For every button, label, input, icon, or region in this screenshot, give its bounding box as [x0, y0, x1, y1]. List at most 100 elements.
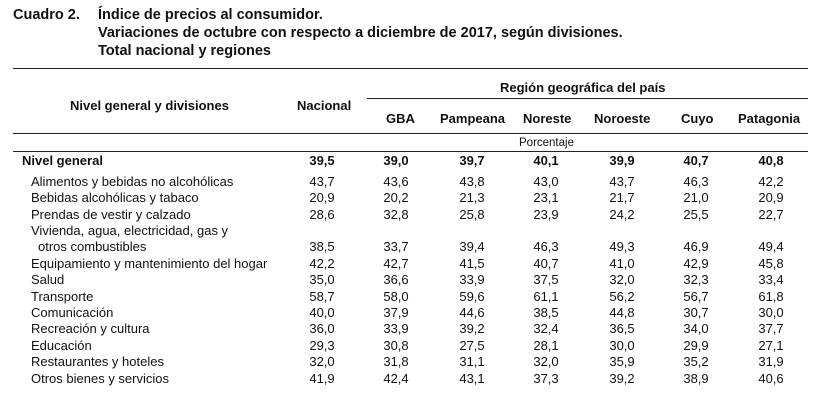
- cell-gba: 43,6: [383, 174, 409, 189]
- cell-nacional: 29,3: [309, 338, 335, 353]
- cell-gba: 37,9: [383, 305, 409, 320]
- header-nacional: Nacional: [297, 98, 352, 113]
- cell-noroeste: 35,9: [609, 354, 635, 369]
- cell-pampeana: 39,2: [459, 321, 485, 336]
- table-row: Educación 29,3 30,8 27,5 28,1 30,0 29,9 27,1: [0, 338, 820, 354]
- table-row: Equipamiento y mantenimiento del hogar 42…: [0, 256, 820, 272]
- cell-noreste: 40,7: [533, 256, 559, 271]
- cell-pampeana: 27,5: [459, 338, 485, 353]
- cell-noroeste: 44,8: [609, 305, 635, 320]
- cell-cuyo: 34,0: [683, 321, 709, 336]
- cell-cuyo: 30,7: [683, 305, 709, 320]
- cell-noroeste: 21,7: [609, 190, 635, 205]
- cell-cuyo: 32,3: [683, 272, 709, 287]
- cell-nacional: 32,0: [309, 354, 335, 369]
- region-group-rule: [367, 98, 808, 99]
- cell-pampeana: 41,5: [459, 256, 485, 271]
- cell-patagonia: 22,7: [758, 207, 784, 222]
- cell-noreste: 37,5: [533, 272, 559, 287]
- cell-gba: 31,8: [383, 354, 409, 369]
- header-region-noroeste: Noroeste: [594, 111, 651, 126]
- cell-noreste: 40,1: [533, 153, 559, 168]
- cell-pampeana: 59,6: [459, 289, 485, 304]
- table-caption: Cuadro 2. Índice de precios al consumido…: [13, 6, 803, 66]
- header-region-pampeana: Pampeana: [440, 111, 506, 126]
- cell-noreste: 61,1: [533, 289, 559, 304]
- cell-pampeana: 25,8: [459, 207, 485, 222]
- header-region-gba: GBA: [386, 111, 415, 126]
- table-row: Recreación y cultura 36,0 33,9 39,2 32,4 36,5…: [0, 321, 820, 337]
- cell-noroeste: 49,3: [609, 239, 635, 254]
- cell-noroeste: 43,7: [609, 174, 635, 189]
- cell-patagonia: 40,8: [758, 153, 784, 168]
- cell-nacional: 20,9: [309, 190, 335, 205]
- cell-patagonia: 20,9: [758, 190, 784, 205]
- cell-cuyo: 46,3: [683, 174, 709, 189]
- header-bottom-rule: [13, 133, 808, 134]
- cell-noreste: 23,9: [533, 207, 559, 222]
- table-row: Salud 35,0 36,6 33,9 37,5 32,0 32,3 33,4: [0, 272, 820, 288]
- cell-gba: 42,7: [383, 256, 409, 271]
- row-label: Nivel general: [22, 153, 103, 168]
- cell-nacional: 38,5: [309, 239, 335, 254]
- unit-rule: [13, 151, 808, 152]
- cell-gba: 32,8: [383, 207, 409, 222]
- cell-gba: 20,2: [383, 190, 409, 205]
- cell-cuyo: 40,7: [683, 153, 709, 168]
- cell-pampeana: 33,9: [459, 272, 485, 287]
- row-label: Bebidas alcohólicas y tabaco: [31, 190, 199, 205]
- cell-gba: 42,4: [383, 371, 409, 386]
- header-region-noreste: Noreste: [523, 111, 572, 126]
- cell-gba: 36,6: [383, 272, 409, 287]
- cell-gba: 33,7: [383, 239, 409, 254]
- cell-patagonia: 61,8: [758, 289, 784, 304]
- table-row: Otros bienes y servicios 41,9 42,4 43,1 37,3…: [0, 371, 820, 387]
- cell-patagonia: 27,1: [758, 338, 784, 353]
- cell-noreste: 46,3: [533, 239, 559, 254]
- row-label: Comunicación: [31, 305, 114, 320]
- cell-pampeana: 39,4: [459, 239, 485, 254]
- table-row: otros combustibles 38,5 33,7 39,4 46,3 49,3 46…: [0, 239, 820, 255]
- caption-subtitle: Variaciones de octubre con respecto a di…: [98, 25, 623, 41]
- cell-noroeste: 24,2: [609, 207, 635, 222]
- cell-noreste: 38,5: [533, 305, 559, 320]
- table-row: Bebidas alcohólicas y tabaco 20,9 20,2 21,3…: [0, 190, 820, 206]
- header-row-label: Nivel general y divisiones: [70, 98, 229, 113]
- cell-patagonia: 33,4: [758, 272, 784, 287]
- table-row: Restaurantes y hoteles 32,0 31,8 31,1 32,0 35…: [0, 354, 820, 370]
- row-label: Salud: [31, 272, 65, 287]
- cell-noroeste: 39,2: [609, 371, 635, 386]
- cell-nacional: 28,6: [309, 207, 335, 222]
- cell-nacional: 58,7: [309, 289, 335, 304]
- cell-cuyo: 35,2: [683, 354, 709, 369]
- cell-patagonia: 45,8: [758, 256, 784, 271]
- cell-patagonia: 30,0: [758, 305, 784, 320]
- table-row: Transporte 58,7 58,0 59,6 61,1 56,2 56,7 61,8: [0, 289, 820, 305]
- cell-gba: 39,0: [383, 153, 409, 168]
- row-label: Prendas de vestir y calzado: [31, 207, 191, 222]
- row-label: Equipamiento y mantenimiento del hogar: [31, 256, 268, 271]
- row-label: otros combustibles: [38, 239, 147, 254]
- table-row: Prendas de vestir y calzado 28,6 32,8 25,8 2…: [0, 207, 820, 223]
- cell-patagonia: 42,2: [758, 174, 784, 189]
- cell-noroeste: 39,9: [609, 153, 635, 168]
- caption-number: Cuadro 2.: [13, 7, 80, 23]
- cell-patagonia: 37,7: [758, 321, 784, 336]
- cell-nacional: 41,9: [309, 371, 335, 386]
- cell-pampeana: 43,1: [459, 371, 485, 386]
- cell-noroeste: 36,5: [609, 321, 635, 336]
- table-row: Alimentos y bebidas no alcohólicas 43,7 43…: [0, 174, 820, 190]
- cell-nacional: 36,0: [309, 321, 335, 336]
- cell-nacional: 40,0: [309, 305, 335, 320]
- cell-patagonia: 31,9: [758, 354, 784, 369]
- cell-noreste: 32,0: [533, 354, 559, 369]
- table-row: Comunicación 40,0 37,9 44,6 38,5 44,8 30,7 30,0: [0, 305, 820, 321]
- cell-noroeste: 41,0: [609, 256, 635, 271]
- cell-patagonia: 49,4: [758, 239, 784, 254]
- cell-cuyo: 29,9: [683, 338, 709, 353]
- row-label: Educación: [31, 338, 92, 353]
- caption-title: Índice de precios al consumidor.: [98, 7, 323, 23]
- row-label: Alimentos y bebidas no alcohólicas: [31, 174, 234, 189]
- header-region-patagonia: Patagonia: [738, 111, 801, 126]
- caption-scope: Total nacional y regiones: [98, 43, 271, 59]
